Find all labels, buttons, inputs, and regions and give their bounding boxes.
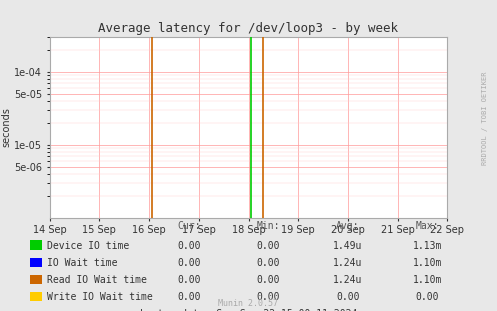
Text: 1.13m: 1.13m — [413, 241, 442, 251]
Text: 0.00: 0.00 — [177, 241, 201, 251]
Text: Avg:: Avg: — [336, 220, 360, 230]
Text: RRDTOOL / TOBI OETIKER: RRDTOOL / TOBI OETIKER — [482, 72, 488, 165]
Text: 0.00: 0.00 — [177, 258, 201, 268]
Text: Last update: Sun Sep 22 15:00:11 2024: Last update: Sun Sep 22 15:00:11 2024 — [140, 309, 357, 311]
Text: 0.00: 0.00 — [336, 292, 360, 302]
Text: 0.00: 0.00 — [256, 258, 280, 268]
Text: 0.00: 0.00 — [256, 241, 280, 251]
Text: Write IO Wait time: Write IO Wait time — [47, 292, 153, 302]
Text: 1.10m: 1.10m — [413, 258, 442, 268]
Text: 0.00: 0.00 — [415, 292, 439, 302]
Text: 1.24u: 1.24u — [333, 258, 363, 268]
Text: IO Wait time: IO Wait time — [47, 258, 118, 268]
Text: 0.00: 0.00 — [177, 275, 201, 285]
Text: Cur:: Cur: — [177, 220, 201, 230]
Text: Max:: Max: — [415, 220, 439, 230]
Y-axis label: seconds: seconds — [1, 108, 11, 147]
Text: 0.00: 0.00 — [177, 292, 201, 302]
Text: Device IO time: Device IO time — [47, 241, 129, 251]
Title: Average latency for /dev/loop3 - by week: Average latency for /dev/loop3 - by week — [98, 22, 399, 35]
Text: 1.10m: 1.10m — [413, 275, 442, 285]
Text: 1.49u: 1.49u — [333, 241, 363, 251]
Text: Read IO Wait time: Read IO Wait time — [47, 275, 147, 285]
Text: Munin 2.0.57: Munin 2.0.57 — [219, 299, 278, 308]
Text: 0.00: 0.00 — [256, 275, 280, 285]
Text: 0.00: 0.00 — [256, 292, 280, 302]
Text: 1.24u: 1.24u — [333, 275, 363, 285]
Text: Min:: Min: — [256, 220, 280, 230]
